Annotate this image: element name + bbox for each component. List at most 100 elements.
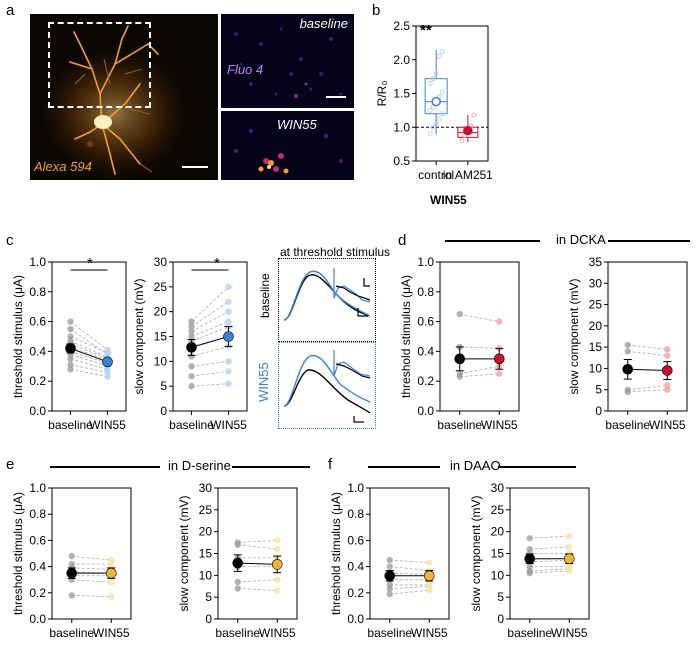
data-point (386, 556, 393, 564)
pair-line (459, 373, 500, 378)
y-tick-label: 5 (205, 590, 212, 604)
mean-point (232, 557, 244, 569)
data-point (426, 559, 433, 566)
y-axis-label: slow component (mV) (133, 278, 146, 394)
mean-point (102, 356, 113, 368)
x-tick-label: baseline (507, 626, 552, 640)
data-point (67, 333, 74, 340)
y-tick-label: 2.0 (393, 53, 410, 67)
data-point (104, 349, 111, 357)
data-point (664, 352, 671, 359)
box-point (439, 111, 445, 117)
y-tick-label: 0.6 (29, 533, 46, 547)
data-point (664, 386, 671, 393)
y-tick-label: 0 (497, 612, 504, 626)
header-line-f-right (498, 466, 576, 468)
pair-line (237, 540, 278, 543)
pair-line (191, 370, 229, 377)
plot-frame (439, 261, 520, 412)
trace-drawing (283, 268, 371, 423)
y-tick-label: 0.2 (29, 374, 46, 388)
trace-box-baseline (278, 258, 376, 342)
y-tick-label: 1.5 (393, 87, 410, 101)
mean-point (271, 559, 283, 570)
box-point (459, 138, 465, 144)
data-point (68, 592, 75, 599)
y-axis-label: R/R₀ (375, 81, 389, 107)
y-tick-label: 25 (589, 298, 603, 312)
data-point (225, 298, 232, 305)
y-tick-label: 0.6 (29, 315, 46, 329)
data-point (67, 318, 74, 325)
data-point (188, 323, 195, 330)
mean-line (70, 347, 108, 363)
pair-line (627, 389, 668, 393)
mean-point (563, 553, 575, 565)
chart-f1: 0.0 0.2 0.4 0.6 0.8 1.0 threshold stimulus (μA… (330, 481, 450, 640)
data-point (496, 318, 503, 325)
y-tick-label: 10 (154, 354, 168, 368)
pair-line (71, 555, 112, 561)
y-tick-label: 30 (491, 481, 505, 495)
plot-frame (509, 487, 590, 620)
mean-point (384, 570, 396, 582)
pair-line (191, 311, 229, 332)
y-tick-label: 0.0 (29, 404, 46, 418)
chart-d2: 0 5 10 15 20 25 30 35 slow component (mV) baselin… (568, 255, 688, 432)
mean-point (65, 343, 76, 354)
box-point (471, 112, 477, 118)
fluo-label: Fluo 4 (227, 62, 264, 77)
y-tick-label: 5 (497, 590, 504, 604)
header-f: in DAAO (450, 458, 501, 473)
box-point (427, 131, 433, 137)
header-line-f-left (368, 466, 440, 468)
y-tick-label: 0.8 (417, 285, 434, 299)
x-tick-label: baseline (48, 418, 93, 432)
x-tick-label: baseline (49, 626, 94, 640)
mean-point (186, 342, 197, 353)
data-point (566, 543, 573, 551)
scale-bar-small (326, 96, 346, 98)
panel-letter-e: e (6, 456, 15, 473)
data-point (67, 361, 74, 369)
x-tick-label: baseline (169, 418, 214, 432)
pair-line (70, 364, 108, 373)
plot-frame (51, 487, 132, 620)
pair-line (191, 321, 229, 337)
y-tick-label: 0.0 (29, 612, 46, 626)
y-tick-label: 15 (589, 340, 603, 354)
fluo-win-image: WIN55 (221, 111, 354, 180)
header-line-e-right (232, 466, 310, 468)
pair-line (70, 368, 108, 378)
chart-c2: 0 5 10 15 20 25 30 slow component (mV) baselineW… (133, 255, 248, 432)
y-tick-label: 0.8 (347, 507, 364, 521)
pair-line (70, 351, 108, 364)
y-tick-label: 10 (589, 361, 603, 375)
data-point (566, 532, 573, 540)
win-label: WIN55 (277, 117, 317, 132)
y-tick-label: 0.0 (347, 612, 364, 626)
y-tick-label: 20 (491, 525, 505, 539)
data-point (188, 373, 195, 380)
y-tick-label: 15 (154, 330, 168, 344)
mean-point (661, 365, 673, 376)
y-tick-label: 0.4 (29, 560, 46, 574)
x-tick-label: WIN55 (93, 626, 130, 640)
zoom-region-box (48, 22, 151, 108)
x-tick-label: control (418, 168, 454, 182)
y-tick-label: 5 (595, 383, 602, 397)
data-point (624, 341, 631, 349)
subtitle-b: WIN55 (430, 193, 467, 207)
y-tick-label: 0.8 (29, 507, 46, 521)
y-tick-label: 2.5 (393, 19, 410, 33)
data-point (274, 537, 281, 544)
pair-line (70, 336, 108, 354)
chart-f2: 0 5 10 15 20 25 30 slow component (mV) baselineW… (470, 481, 590, 640)
y-tick-label: 0.8 (29, 285, 46, 299)
pair-line (627, 385, 668, 391)
y-tick-label: 0.0 (417, 404, 434, 418)
box (424, 78, 448, 115)
data-point (67, 355, 74, 363)
box-point (439, 89, 445, 95)
